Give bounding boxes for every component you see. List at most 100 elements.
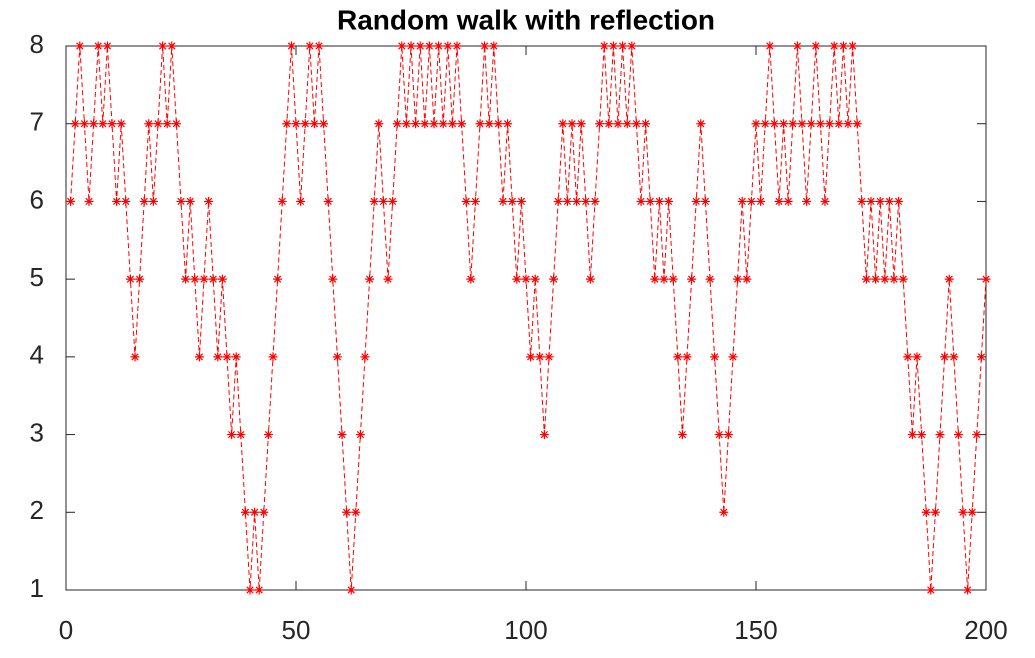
marker [194, 352, 204, 362]
marker [608, 41, 618, 51]
x-tick-label: 0 [59, 615, 73, 645]
y-tick-label: 4 [30, 340, 44, 370]
marker [328, 274, 338, 284]
marker [75, 41, 85, 51]
marker [664, 196, 674, 206]
marker [521, 274, 531, 284]
marker [144, 119, 154, 129]
marker [171, 119, 181, 129]
marker [268, 352, 278, 362]
marker [116, 119, 126, 129]
marker [613, 119, 623, 129]
marker [723, 430, 733, 440]
marker [153, 119, 163, 129]
marker [677, 430, 687, 440]
marker [66, 196, 76, 206]
marker [733, 274, 743, 284]
y-tick-label: 8 [30, 29, 44, 59]
y-tick-label: 7 [30, 107, 44, 137]
marker [811, 41, 821, 51]
marker [843, 119, 853, 129]
marker [245, 585, 255, 595]
marker [838, 41, 848, 51]
marker [263, 430, 273, 440]
marker [829, 41, 839, 51]
marker [470, 196, 480, 206]
marker [673, 352, 683, 362]
marker [898, 274, 908, 284]
marker [250, 507, 260, 517]
marker [742, 274, 752, 284]
marker [236, 430, 246, 440]
marker [125, 274, 135, 284]
x-tick-label: 100 [504, 615, 547, 645]
marker [595, 119, 605, 129]
marker [949, 352, 959, 362]
marker [530, 274, 540, 284]
marker [383, 274, 393, 284]
marker [79, 119, 89, 129]
marker [438, 119, 448, 129]
marker [424, 41, 434, 51]
marker [452, 41, 462, 51]
marker [751, 119, 761, 129]
marker [498, 196, 508, 206]
marker [401, 119, 411, 129]
marker [112, 196, 122, 206]
marker [912, 352, 922, 362]
marker [953, 430, 963, 440]
marker [981, 274, 991, 284]
marker [323, 196, 333, 206]
marker [286, 41, 296, 51]
marker [944, 274, 954, 284]
marker [797, 119, 807, 129]
marker [167, 41, 177, 51]
marker [710, 352, 720, 362]
marker [599, 41, 609, 51]
marker [921, 507, 931, 517]
marker [98, 119, 108, 129]
marker [622, 119, 632, 129]
marker [217, 274, 227, 284]
marker [825, 119, 835, 129]
marker [411, 119, 421, 129]
marker [940, 352, 950, 362]
marker [917, 430, 927, 440]
marker [834, 119, 844, 129]
marker [700, 196, 710, 206]
marker [199, 274, 209, 284]
marker [645, 196, 655, 206]
marker [222, 352, 232, 362]
marker [503, 119, 513, 129]
marker [746, 196, 756, 206]
y-tick-label: 1 [30, 573, 44, 603]
marker [907, 430, 917, 440]
marker [526, 352, 536, 362]
marker [641, 119, 651, 129]
marker [475, 119, 485, 129]
marker [369, 196, 379, 206]
marker [273, 274, 283, 284]
marker [894, 196, 904, 206]
marker [668, 274, 678, 284]
marker [687, 274, 697, 284]
marker [760, 119, 770, 129]
marker [926, 585, 936, 595]
marker [654, 196, 664, 206]
marker [852, 119, 862, 129]
marker [158, 41, 168, 51]
marker [484, 119, 494, 129]
marker [457, 119, 467, 129]
marker [337, 430, 347, 440]
marker [769, 119, 779, 129]
marker [102, 41, 112, 51]
marker [880, 274, 890, 284]
marker [802, 196, 812, 206]
marker [788, 119, 798, 129]
marker [240, 507, 250, 517]
marker [604, 119, 614, 129]
y-tick-label: 6 [30, 184, 44, 214]
marker [539, 430, 549, 440]
marker [581, 196, 591, 206]
